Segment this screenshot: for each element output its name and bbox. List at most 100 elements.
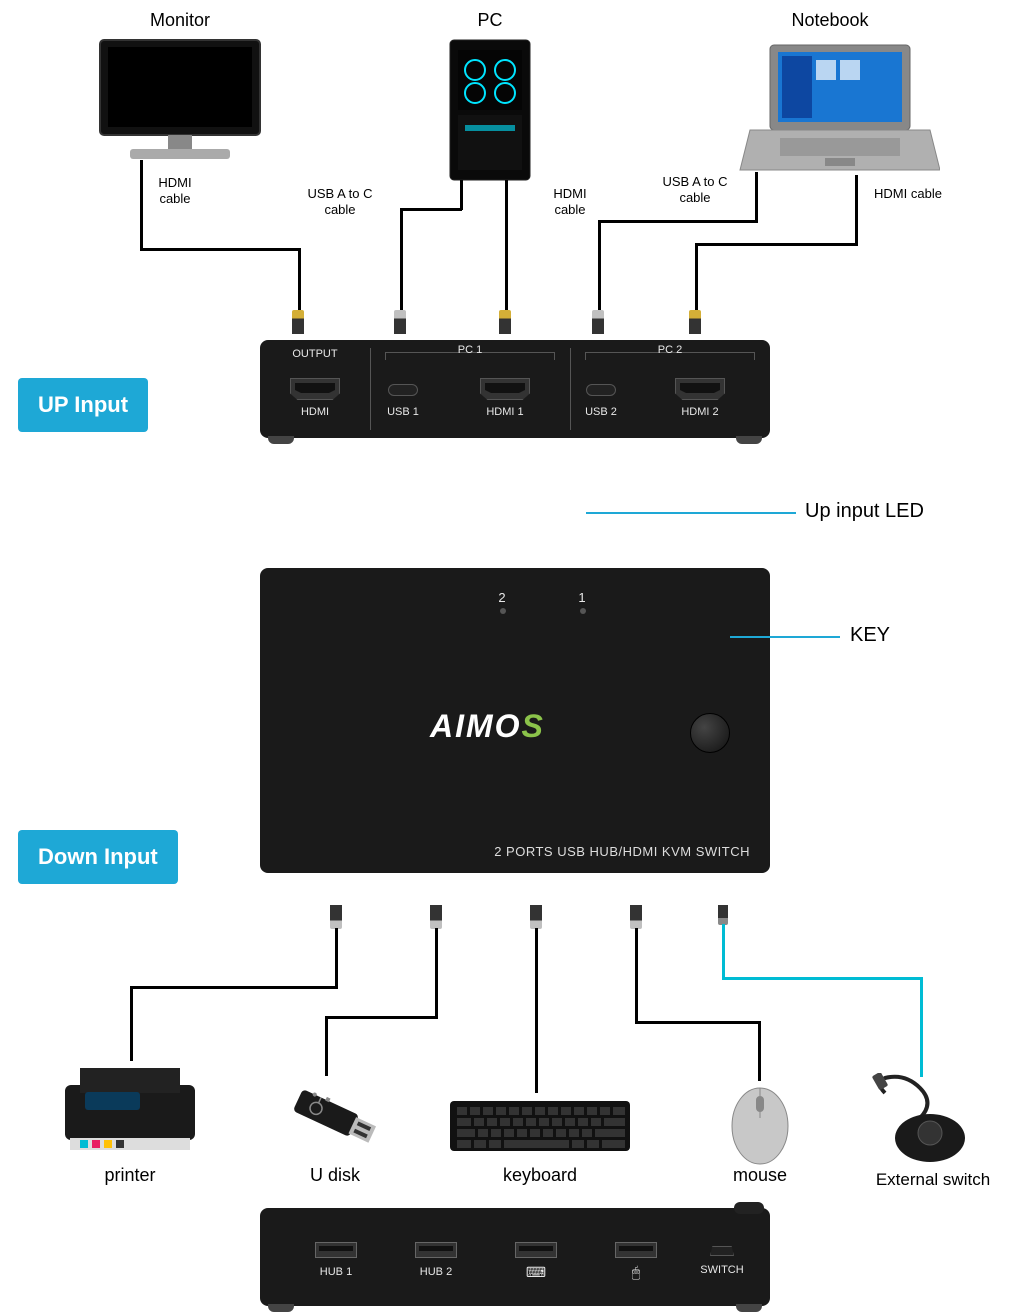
- port-mouse: [615, 1242, 657, 1258]
- pc-label: PC: [460, 10, 520, 31]
- wire-monitor-v2: [298, 248, 301, 310]
- keyboard-icon: [445, 1093, 635, 1163]
- monitor-cable-label: HDMIcable: [150, 175, 200, 206]
- brand-main: AIMO: [430, 708, 522, 744]
- port-switch: [710, 1246, 734, 1256]
- notebook-hdmi-cable-label: HDMI cable: [868, 186, 948, 202]
- device-top-view: 2 1 AIMOS 2 PORTS USB HUB/HDMI KVM SWITC…: [260, 568, 770, 873]
- callout-led-line: [586, 512, 796, 514]
- led-2-label: 2: [492, 590, 512, 605]
- wire-pcusb-h: [400, 208, 462, 211]
- pc-usb-cable-label: USB A to Ccable: [300, 186, 380, 217]
- wire-nbhdmi-h: [695, 243, 858, 246]
- port-hdmi1-label: HDMI 1: [478, 406, 532, 418]
- udisk-label: U disk: [295, 1165, 375, 1186]
- output-group-label: OUTPUT: [285, 348, 345, 360]
- pc2-group-label: PC 2: [645, 344, 695, 356]
- plug-hub1: [330, 905, 342, 929]
- keyboard-label: keyboard: [495, 1165, 585, 1186]
- wire-sw-h: [722, 977, 922, 980]
- plug-kb: [530, 905, 542, 929]
- port-usb1: [388, 384, 418, 396]
- key-button[interactable]: [690, 713, 730, 753]
- led-1-label: 1: [572, 590, 592, 605]
- plug-pchdmi: [499, 310, 511, 334]
- pc1-group-label: PC 1: [445, 344, 495, 356]
- down-input-tag: Down Input: [18, 830, 178, 884]
- port-hdmi-out: [290, 378, 340, 400]
- port-switch-label: SWITCH: [696, 1264, 748, 1276]
- wire-sw-v2: [920, 977, 923, 1077]
- front-panel: HUB 1 HUB 2 ⌨ 🖱 SWITCH: [260, 1208, 770, 1306]
- led-1: [580, 608, 586, 614]
- plug-pcusb: [394, 310, 406, 334]
- foot-r2: [736, 1304, 762, 1312]
- device-subtitle: 2 PORTS USB HUB/HDMI KVM SWITCH: [494, 844, 750, 859]
- plug-hub2: [430, 905, 442, 929]
- plug-mouse: [630, 905, 642, 929]
- wire-kb-v: [535, 928, 538, 1093]
- monitor-label: Monitor: [120, 10, 240, 31]
- printer-label: printer: [85, 1165, 175, 1186]
- port-mouse-label: 🖱: [620, 1264, 652, 1281]
- brand-suffix: S: [522, 708, 545, 744]
- wire-nbhdmi-v2: [695, 243, 698, 310]
- plug-monitor: [292, 310, 304, 334]
- wire-mouse-v1: [635, 928, 638, 1023]
- port-keyboard: [515, 1242, 557, 1258]
- extswitch-icon: [865, 1073, 985, 1173]
- extswitch-label: External switch: [858, 1170, 1008, 1190]
- port-hdmi2-label: HDMI 2: [673, 406, 727, 418]
- foot-l2: [268, 1304, 294, 1312]
- wire-nbusb-v2: [598, 220, 601, 310]
- foot-r: [736, 436, 762, 444]
- wire-mouse-v2: [758, 1021, 761, 1081]
- foot-l: [268, 436, 294, 444]
- wire-nbusb-v1: [755, 172, 758, 222]
- port-keyboard-label: ⌨: [520, 1264, 552, 1281]
- plug-nbusb: [592, 310, 604, 334]
- wire-pchdmi-v: [505, 180, 508, 310]
- up-input-tag: UP Input: [18, 378, 148, 432]
- printer-icon: [55, 1060, 205, 1160]
- port-usb1-label: USB 1: [380, 406, 426, 418]
- plug-switch: [718, 905, 728, 925]
- mouse-label: mouse: [725, 1165, 795, 1186]
- port-hdmi1: [480, 378, 530, 400]
- port-hub1: [315, 1242, 357, 1258]
- port-hub2-label: HUB 2: [410, 1266, 462, 1278]
- divider-1: [370, 348, 371, 430]
- notebook-icon: [730, 40, 940, 185]
- wire-pcusb-v1: [460, 180, 463, 210]
- notebook-usb-cable-label: USB A to Ccable: [655, 174, 735, 205]
- wire-nbusb-h: [598, 220, 758, 223]
- wire-sw-v1: [722, 924, 725, 979]
- port-hdmi-out-label: HDMI: [290, 406, 340, 418]
- port-hdmi2: [675, 378, 725, 400]
- mouse-icon: [720, 1078, 800, 1173]
- pc-icon: [430, 35, 550, 190]
- wire-monitor-v1: [140, 160, 143, 250]
- wire-hub1-v1: [335, 928, 338, 988]
- wire-nbhdmi-v1: [855, 175, 858, 245]
- port-usb2-label: USB 2: [578, 406, 624, 418]
- port-hub2: [415, 1242, 457, 1258]
- callout-led-text: Up input LED: [805, 500, 924, 523]
- wire-pcusb-v2: [400, 208, 403, 310]
- wire-mouse-h: [635, 1021, 760, 1024]
- monitor-icon: [90, 35, 270, 170]
- udisk-icon: [280, 1075, 390, 1160]
- wire-hub1-h: [130, 986, 338, 989]
- brand-logo: AIMOS: [430, 708, 545, 745]
- wire-hub2-v1: [435, 928, 438, 1018]
- wire-monitor-h: [140, 248, 300, 251]
- top-nub: [734, 1202, 764, 1214]
- pc-hdmi-cable-label: HDMIcable: [545, 186, 595, 217]
- port-hub1-label: HUB 1: [310, 1266, 362, 1278]
- callout-key-line: [730, 636, 840, 638]
- plug-nbhdmi: [689, 310, 701, 334]
- callout-key-text: KEY: [850, 624, 890, 647]
- divider-2: [570, 348, 571, 430]
- back-panel: OUTPUT PC 1 PC 2 HDMI USB 1 HDMI 1 USB 2…: [260, 340, 770, 438]
- wire-hub1-v2: [130, 986, 133, 1061]
